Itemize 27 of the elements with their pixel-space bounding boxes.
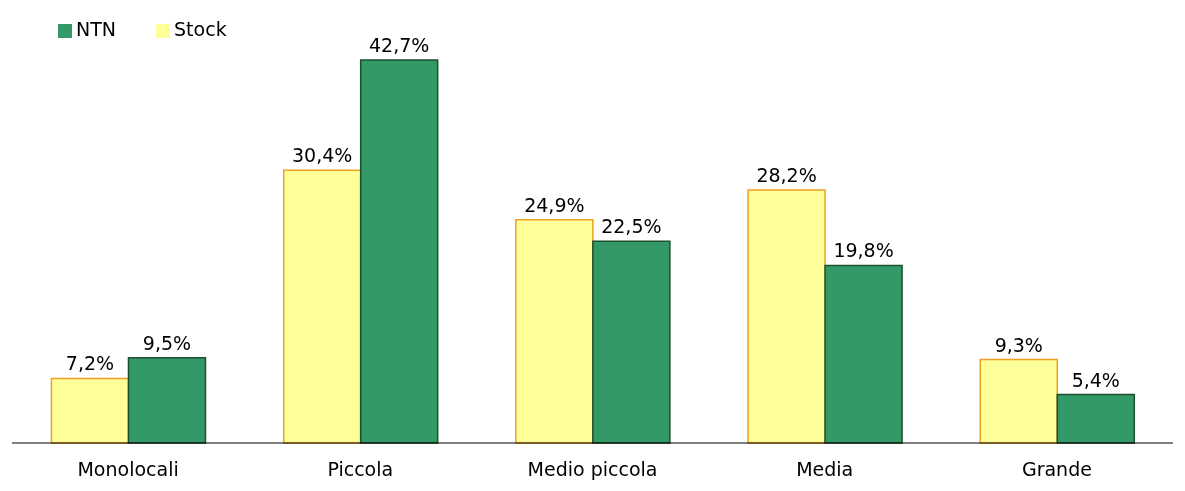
x-tick-label: Piccola bbox=[327, 458, 394, 481]
legend-label: NTN bbox=[76, 18, 117, 40]
x-tick-label: Media bbox=[796, 458, 854, 481]
bar bbox=[359, 59, 439, 444]
data-label: 42,7% bbox=[368, 34, 430, 56]
data-label: 9,3% bbox=[994, 333, 1043, 356]
bar bbox=[824, 264, 903, 444]
x-tick-label: Monolocali bbox=[77, 458, 179, 481]
data-label: 22,5% bbox=[601, 215, 662, 238]
data-label: 5,4% bbox=[1071, 368, 1120, 391]
bar bbox=[1056, 393, 1136, 444]
x-tick-label: Grande bbox=[1021, 458, 1092, 481]
data-label: 24,9% bbox=[524, 193, 585, 216]
data-label: 7,2% bbox=[65, 352, 115, 375]
data-label: 28,2% bbox=[756, 164, 817, 187]
data-label: 19,8% bbox=[833, 239, 894, 262]
bar bbox=[592, 240, 671, 444]
bar bbox=[979, 358, 1059, 444]
bar bbox=[282, 169, 362, 444]
bar bbox=[515, 218, 594, 444]
x-tick-label: Medio piccola bbox=[527, 458, 658, 481]
legend-label: Stock bbox=[174, 18, 227, 40]
data-label: 30,4% bbox=[291, 144, 353, 167]
data-label: 9,5% bbox=[142, 331, 192, 354]
bar bbox=[50, 377, 130, 444]
bar bbox=[747, 189, 826, 444]
bar bbox=[127, 357, 207, 444]
